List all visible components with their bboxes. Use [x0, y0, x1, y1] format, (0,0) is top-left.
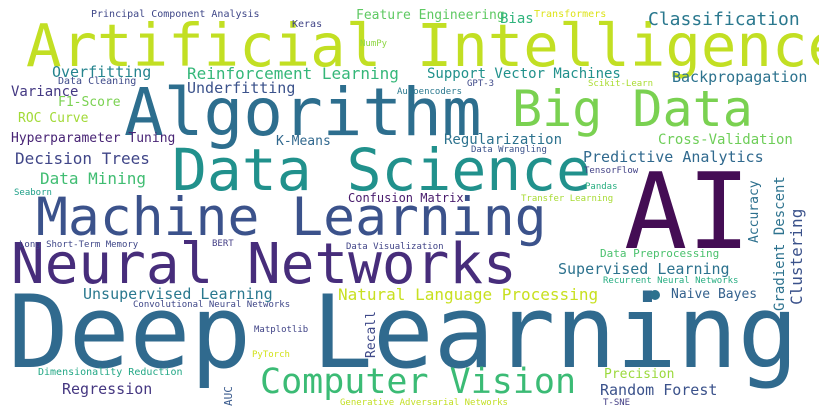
word-natural-language-processing: Natural Language Processing	[338, 285, 599, 304]
word-numpy: NumPy	[360, 39, 388, 49]
word-naive-bayes: Naive Bayes	[671, 287, 758, 302]
word-backpropagation: Backpropagation	[672, 68, 808, 86]
word-neural-networks: Neural Networks	[11, 232, 517, 297]
word-regression: Regression	[62, 380, 153, 398]
word-autoencoders: Autoencoders	[397, 87, 463, 97]
word-data-mining: Data Mining	[40, 169, 146, 188]
word-principal-component-analysis: Principal Component Analysis	[91, 9, 260, 20]
word-support-vector-machines: Support Vector Machines	[427, 66, 621, 82]
word-reinforcement-learning: Reinforcement Learning	[187, 64, 399, 83]
word-classification: Classification	[648, 9, 800, 30]
word-dimensionality-reduction: Dimensionality Reduction	[38, 367, 183, 378]
word-algorithm: Algorithm	[124, 74, 482, 151]
word-confusion-matrix: Confusion Matrix	[348, 191, 464, 205]
dot-icon	[650, 290, 660, 300]
word-recurrent-neural-networks: Recurrent Neural Networks	[603, 276, 739, 286]
word-predictive-analytics: Predictive Analytics	[583, 148, 764, 166]
word-data-preprocessing: Data Preprocessing	[600, 247, 720, 260]
word-underfitting: Underfitting	[187, 79, 296, 97]
word-gpt-3: GPT-3	[467, 79, 495, 89]
word-precision: Precision	[604, 367, 675, 382]
word-scikit-learn: Scikit-Learn	[588, 79, 654, 89]
word-gradient-descent: Gradient Descent	[772, 176, 788, 311]
word-cross-validation: Cross-Validation	[658, 132, 793, 148]
word-overfitting: Overfitting	[52, 63, 152, 81]
word-transformers: Transformers	[534, 9, 607, 20]
word-clustering: Clustering	[787, 208, 806, 305]
word-deep-learning: Deep Learning	[8, 273, 799, 391]
word-roc-curve: ROC Curve	[18, 111, 89, 126]
word-auc: AUC	[222, 386, 235, 406]
word-data-cleaning: Data Cleaning	[58, 76, 137, 87]
word-t-sne: T-SNE	[603, 398, 631, 408]
word-artificial-intelligence: Artificial Intelligence	[26, 11, 819, 80]
word-hyperparameter-tuning: Hyperparameter Tuning	[11, 131, 176, 146]
word-k-means: K-Means	[276, 134, 331, 149]
word-accuracy: Accuracy	[747, 180, 762, 243]
word-regularization: Regularization	[444, 132, 563, 148]
word-big-data: Big Data	[512, 80, 753, 138]
word-data-wrangling: Data Wrangling	[471, 145, 547, 155]
word-matplotlib: Matplotlib	[254, 325, 309, 335]
word-data-visualization: Data Visualization	[346, 242, 444, 252]
word-variance: Variance	[11, 84, 79, 100]
word-transfer-learning: Transfer Learning	[521, 194, 614, 204]
word-seaborn: Seaborn	[14, 188, 52, 198]
word-data-science: Data Science	[172, 136, 592, 204]
word-recall: Recall	[364, 311, 379, 358]
word-pandas: Pandas	[585, 182, 618, 192]
word-bert: BERT	[212, 239, 234, 249]
word-tensorflow: TensorFlow	[584, 166, 639, 176]
word-ai: AI	[624, 151, 751, 273]
word-computer-vision: Computer Vision	[260, 362, 577, 402]
word-generative-adversarial-networks: Generative Adversarial Networks	[340, 398, 508, 408]
word-convolutional-neural-networks: Convolutional Neural Networks	[133, 300, 291, 310]
word-f1-score: F1-Score	[58, 95, 121, 110]
word-machine-learning: Machine Learning	[36, 187, 547, 248]
word-supervised-learning: Supervised Learning	[558, 260, 730, 278]
word-random-forest: Random Forest	[600, 381, 718, 399]
word-keras: Keras	[292, 19, 323, 30]
word-unsupervised-learning: Unsupervised Learning	[83, 285, 273, 303]
word-decision-trees: Decision Trees	[15, 149, 150, 168]
word-long-short-term-memory: Long Short-Term Memory	[19, 240, 139, 250]
word-pytorch: PyTorch	[252, 350, 290, 360]
word-feature-engineering: Feature Engineering	[356, 8, 505, 23]
word-bias: Bias	[500, 11, 534, 27]
